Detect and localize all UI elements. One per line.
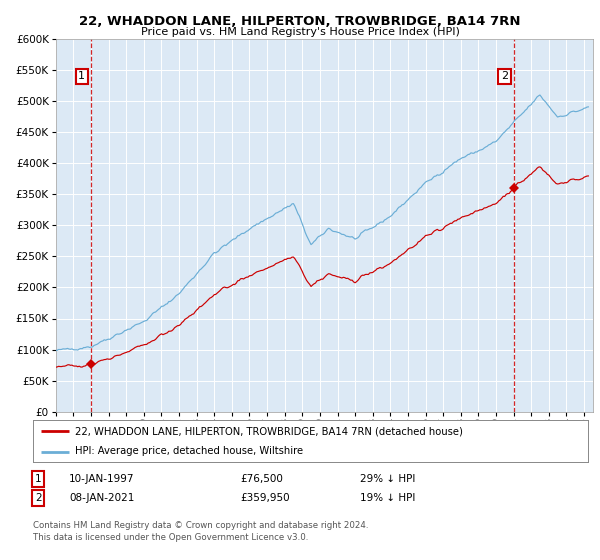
- Text: £76,500: £76,500: [240, 474, 283, 484]
- Text: HPI: Average price, detached house, Wiltshire: HPI: Average price, detached house, Wilt…: [74, 446, 303, 456]
- Text: 1: 1: [35, 474, 41, 484]
- Text: Contains HM Land Registry data © Crown copyright and database right 2024.: Contains HM Land Registry data © Crown c…: [33, 521, 368, 530]
- Text: 29% ↓ HPI: 29% ↓ HPI: [360, 474, 415, 484]
- Text: 08-JAN-2021: 08-JAN-2021: [69, 493, 134, 503]
- Text: £359,950: £359,950: [240, 493, 290, 503]
- Text: 10-JAN-1997: 10-JAN-1997: [69, 474, 134, 484]
- Text: 1: 1: [79, 72, 85, 81]
- Text: This data is licensed under the Open Government Licence v3.0.: This data is licensed under the Open Gov…: [33, 533, 308, 542]
- Text: Price paid vs. HM Land Registry's House Price Index (HPI): Price paid vs. HM Land Registry's House …: [140, 27, 460, 37]
- Text: 2: 2: [35, 493, 41, 503]
- Text: 2: 2: [500, 72, 508, 81]
- Text: 19% ↓ HPI: 19% ↓ HPI: [360, 493, 415, 503]
- Text: 22, WHADDON LANE, HILPERTON, TROWBRIDGE, BA14 7RN (detached house): 22, WHADDON LANE, HILPERTON, TROWBRIDGE,…: [74, 426, 463, 436]
- Text: 22, WHADDON LANE, HILPERTON, TROWBRIDGE, BA14 7RN: 22, WHADDON LANE, HILPERTON, TROWBRIDGE,…: [79, 15, 521, 27]
